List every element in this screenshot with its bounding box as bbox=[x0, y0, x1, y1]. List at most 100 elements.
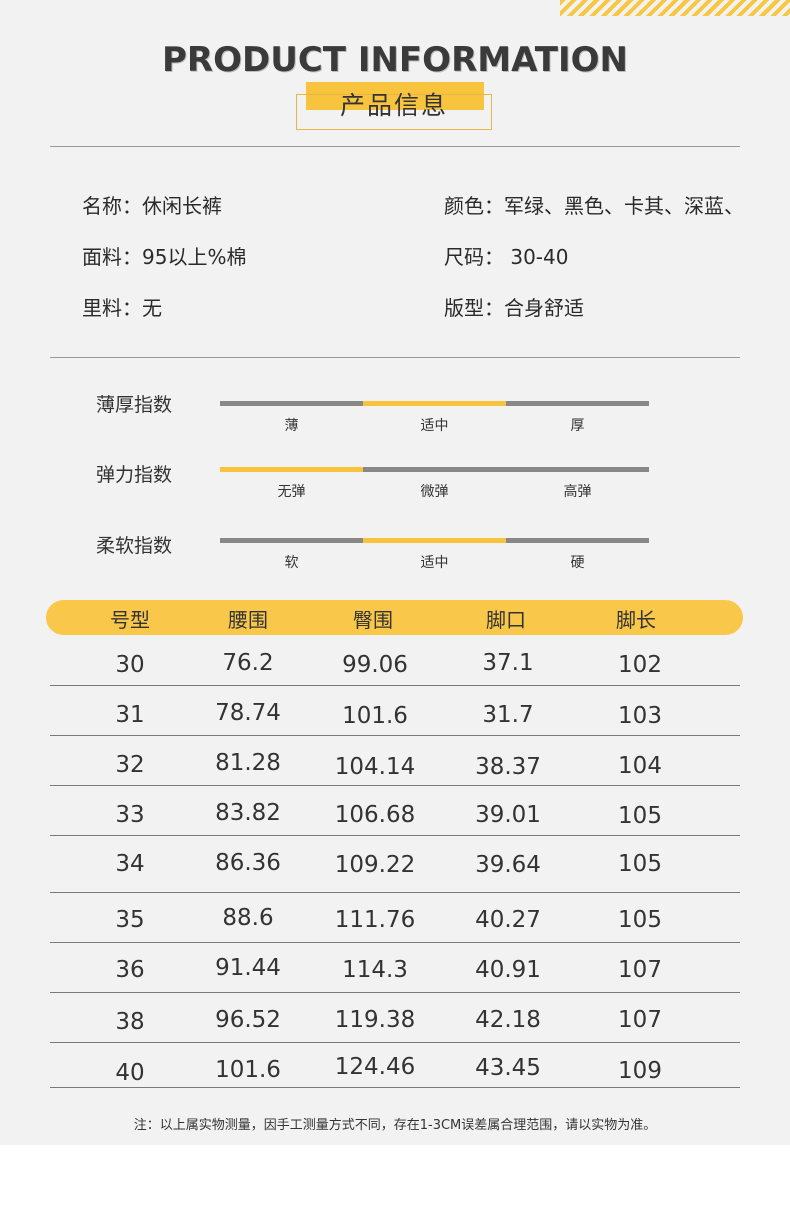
cell-leg-opening: 43.45 bbox=[475, 1055, 541, 1081]
softness-seg-1 bbox=[363, 538, 506, 543]
cell-size: 32 bbox=[115, 752, 145, 778]
softness-seg-0 bbox=[220, 538, 363, 543]
table-row: 30 76.2 99.06 37.1 102 bbox=[50, 636, 740, 686]
table-row: 34 86.36 109.22 39.64 105 bbox=[50, 836, 740, 893]
cell-waist: 86.36 bbox=[215, 850, 281, 876]
cell-size: 36 bbox=[115, 957, 145, 983]
cell-size: 31 bbox=[115, 702, 145, 728]
size-table-header: 号型 腰围 臀围 脚口 脚长 bbox=[46, 600, 743, 635]
table-row: 36 91.44 114.3 40.91 107 bbox=[50, 943, 740, 993]
cell-hip: 119.38 bbox=[334, 1007, 416, 1033]
cell-length: 105 bbox=[618, 907, 662, 933]
cell-length: 104 bbox=[618, 753, 662, 779]
row-divider bbox=[50, 992, 740, 993]
thickness-option-medium: 适中 bbox=[420, 418, 449, 434]
title-highlight bbox=[306, 82, 484, 110]
cell-length: 105 bbox=[618, 803, 662, 829]
cell-hip: 106.68 bbox=[334, 802, 416, 828]
softness-option-soft: 软 bbox=[284, 555, 299, 571]
softness-seg-2 bbox=[506, 538, 649, 543]
elasticity-seg-1 bbox=[363, 467, 506, 472]
row-divider bbox=[50, 1087, 740, 1088]
cell-waist: 101.6 bbox=[215, 1057, 281, 1083]
cell-waist: 96.52 bbox=[215, 1007, 281, 1033]
cell-leg-opening: 40.27 bbox=[475, 907, 541, 933]
thickness-index-label: 薄厚指数 bbox=[96, 394, 173, 416]
softness-option-hard: 硬 bbox=[570, 555, 585, 571]
cell-leg-opening: 39.64 bbox=[475, 852, 541, 878]
cell-size: 40 bbox=[115, 1060, 145, 1086]
info-fabric: 面料：95以上%棉 bbox=[82, 245, 247, 269]
cell-length: 107 bbox=[618, 1007, 662, 1033]
thickness-seg-2 bbox=[506, 401, 649, 406]
cell-leg-opening: 42.18 bbox=[475, 1007, 541, 1033]
cell-hip: 111.76 bbox=[334, 907, 416, 933]
elasticity-index-label: 弹力指数 bbox=[96, 464, 173, 486]
divider-middle bbox=[50, 357, 740, 358]
title-english: PRODUCT INFORMATION bbox=[162, 40, 628, 80]
cell-leg-opening: 39.01 bbox=[475, 802, 541, 828]
elasticity-option-none: 无弹 bbox=[277, 484, 306, 500]
cell-waist: 76.2 bbox=[222, 650, 274, 676]
product-info-panel: PRODUCT INFORMATION 产品信息 名称：休闲长裤 颜色：军绿、黑… bbox=[0, 0, 790, 1145]
decorative-stripes bbox=[560, 0, 790, 16]
cell-waist: 81.28 bbox=[215, 750, 281, 776]
cell-length: 109 bbox=[618, 1058, 662, 1084]
cell-size: 33 bbox=[115, 802, 145, 828]
table-row: 33 83.82 106.68 39.01 105 bbox=[50, 786, 740, 836]
header-size: 号型 bbox=[110, 608, 150, 632]
cell-leg-opening: 37.1 bbox=[482, 650, 534, 676]
table-row: 38 96.52 119.38 42.18 107 bbox=[50, 993, 740, 1043]
measurement-note: 注：以上属实物测量，因手工测量方式不同，存在1-3CM误差属合理范围，请以实物为… bbox=[133, 1118, 657, 1133]
table-row: 40 101.6 124.46 43.45 109 bbox=[50, 1043, 740, 1088]
info-size: 尺码： 30-40 bbox=[444, 245, 569, 269]
info-color: 颜色：军绿、黑色、卡其、深蓝、 bbox=[444, 194, 744, 218]
cell-hip: 114.3 bbox=[342, 957, 408, 983]
cell-waist: 88.6 bbox=[222, 905, 274, 931]
header-hip: 臀围 bbox=[353, 608, 393, 632]
cell-leg-opening: 31.7 bbox=[482, 702, 534, 728]
table-row: 32 81.28 104.14 38.37 104 bbox=[50, 736, 740, 786]
cell-leg-opening: 38.37 bbox=[475, 754, 541, 780]
cell-waist: 91.44 bbox=[215, 955, 281, 981]
info-fit: 版型：合身舒适 bbox=[444, 296, 584, 320]
table-row: 35 88.6 111.76 40.27 105 bbox=[50, 893, 740, 943]
cell-length: 107 bbox=[618, 957, 662, 983]
cell-length: 105 bbox=[618, 851, 662, 877]
softness-index-bar: 软 适中 硬 bbox=[220, 538, 649, 571]
cell-size: 34 bbox=[115, 851, 145, 877]
cell-length: 102 bbox=[618, 652, 662, 678]
cell-waist: 78.74 bbox=[215, 700, 281, 726]
cell-length: 103 bbox=[618, 703, 662, 729]
header-length: 脚长 bbox=[616, 608, 656, 632]
elasticity-index-bar: 无弹 微弹 高弹 bbox=[220, 467, 649, 500]
thickness-seg-1 bbox=[363, 401, 506, 406]
elasticity-option-slight: 微弹 bbox=[420, 484, 449, 500]
thickness-index-bar: 薄 适中 厚 bbox=[220, 401, 649, 434]
elasticity-option-high: 高弹 bbox=[563, 484, 592, 500]
cell-hip: 104.14 bbox=[334, 754, 416, 780]
cell-size: 38 bbox=[115, 1009, 145, 1035]
table-row: 31 78.74 101.6 31.7 103 bbox=[50, 686, 740, 736]
thickness-seg-0 bbox=[220, 401, 363, 406]
cell-hip: 99.06 bbox=[342, 652, 408, 678]
info-name: 名称：休闲长裤 bbox=[82, 194, 222, 218]
cell-size: 30 bbox=[115, 652, 145, 678]
cell-hip: 101.6 bbox=[342, 703, 408, 729]
header-leg-opening: 脚口 bbox=[486, 608, 526, 632]
row-divider bbox=[50, 685, 740, 686]
title-chinese: 产品信息 bbox=[339, 91, 448, 120]
thickness-option-thin: 薄 bbox=[284, 418, 299, 434]
cell-size: 35 bbox=[115, 907, 145, 933]
softness-option-medium: 适中 bbox=[420, 555, 449, 571]
row-divider bbox=[50, 1042, 740, 1043]
cell-hip: 109.22 bbox=[334, 852, 416, 878]
info-lining: 里料：无 bbox=[82, 296, 162, 320]
cell-waist: 83.82 bbox=[215, 800, 281, 826]
softness-index-label: 柔软指数 bbox=[96, 535, 173, 557]
cell-hip: 124.46 bbox=[334, 1054, 416, 1080]
row-divider bbox=[50, 735, 740, 736]
cell-leg-opening: 40.91 bbox=[475, 957, 541, 983]
thickness-option-thick: 厚 bbox=[570, 418, 585, 434]
header-waist: 腰围 bbox=[228, 608, 268, 632]
